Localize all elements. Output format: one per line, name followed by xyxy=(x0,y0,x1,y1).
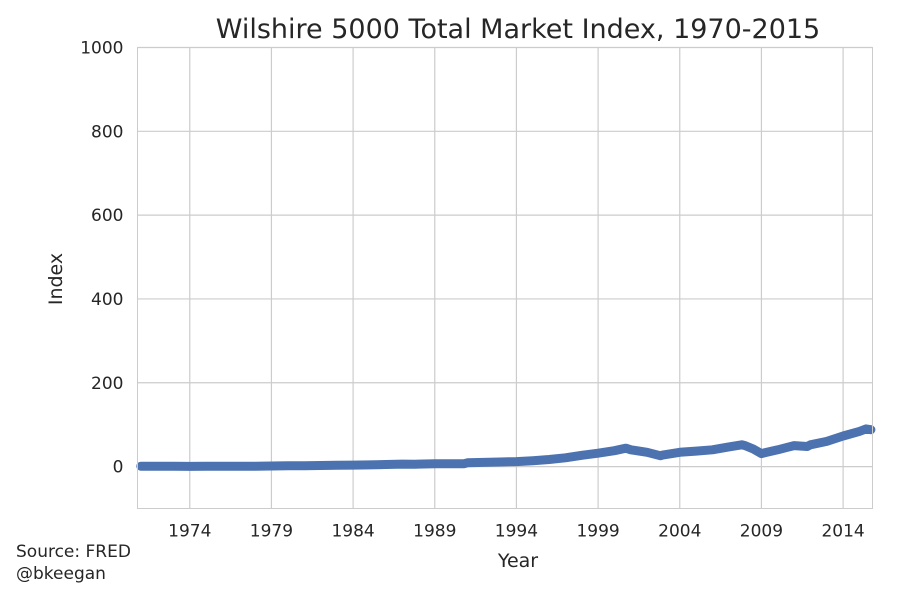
y-axis: 0 200 400 600 800 1000 xyxy=(80,39,123,478)
x-axis-label: Year xyxy=(497,550,538,572)
x-tick-label: 1994 xyxy=(495,522,538,542)
y-tick-label: 800 xyxy=(91,122,123,142)
y-tick-label: 400 xyxy=(91,290,123,310)
author-handle: @bkeegan xyxy=(16,564,106,584)
y-tick-label: 600 xyxy=(91,206,123,226)
y-tick-label: 1000 xyxy=(80,39,123,59)
y-tick-label: 200 xyxy=(91,374,123,394)
x-tick-label: 2004 xyxy=(658,522,701,542)
series xyxy=(136,424,876,471)
x-tick-label: 1989 xyxy=(413,522,456,542)
source-text: Source: FRED xyxy=(16,542,131,562)
x-tick-label: 1974 xyxy=(168,522,211,542)
y-axis-label: Index xyxy=(45,253,67,305)
x-tick-label: 1999 xyxy=(576,522,619,542)
source-note: Source: FRED @bkeegan xyxy=(16,541,131,585)
x-tick-label: 2009 xyxy=(740,522,783,542)
x-tick-label: 2014 xyxy=(821,522,864,542)
y-tick-label: 0 xyxy=(113,458,124,478)
series-line-0 xyxy=(136,424,876,471)
chart-title: Wilshire 5000 Total Market Index, 1970-2… xyxy=(216,14,820,45)
x-tick-label: 1979 xyxy=(250,522,293,542)
x-tick-label: 1984 xyxy=(331,522,374,542)
x-axis: 1974 1979 1984 1989 1994 1999 2004 2009 2014 xyxy=(168,522,865,542)
plot-frame xyxy=(137,47,873,509)
grid xyxy=(137,46,873,509)
